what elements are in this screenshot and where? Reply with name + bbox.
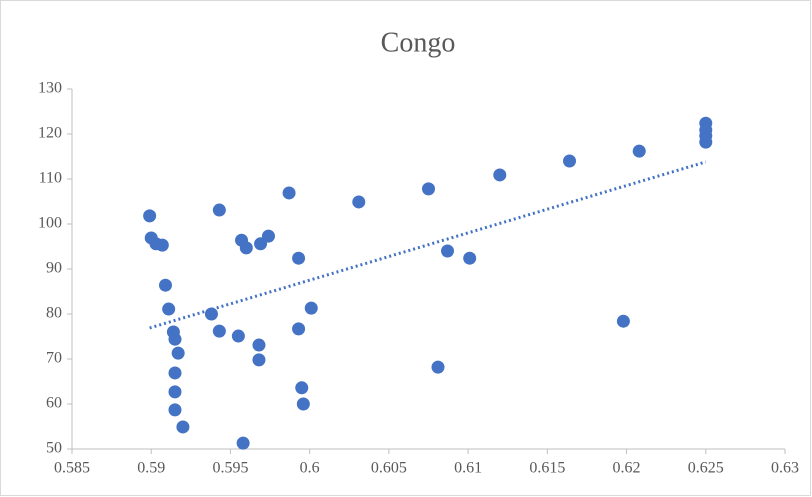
scatter-point [171, 346, 185, 360]
scatter-point [441, 244, 455, 258]
scatter-point [632, 144, 646, 158]
scatter-point [295, 381, 309, 395]
scatter-point [463, 251, 477, 265]
scatter-point [212, 324, 226, 338]
x-tick-label: 0.6 [300, 460, 320, 477]
scatter-point [292, 322, 306, 336]
y-tick-label: 70 [46, 350, 62, 367]
scatter-point [304, 301, 318, 315]
scatter-point [212, 203, 226, 217]
y-tick-label: 50 [46, 440, 62, 457]
y-tick-label: 90 [46, 260, 62, 277]
scatter-point [296, 397, 310, 411]
scatter-point [236, 436, 250, 450]
scatter-point [239, 241, 253, 255]
scatter-point [252, 353, 266, 367]
y-tick-label: 120 [38, 125, 62, 142]
scatter-point [261, 229, 275, 243]
scatter-point [143, 209, 157, 223]
x-tick-label: 0.59 [137, 460, 165, 477]
x-tick-label: 0.63 [771, 460, 799, 477]
scatter-point [158, 278, 172, 292]
scatter-point [168, 332, 182, 346]
scatter-point [616, 314, 630, 328]
x-tick-label: 0.61 [454, 460, 482, 477]
scatter-point [252, 338, 266, 352]
x-tick-label: 0.605 [371, 460, 407, 477]
scatter-point [204, 307, 218, 321]
chart-title: Congo [381, 27, 456, 58]
y-tick-label: 110 [39, 170, 62, 187]
scatter-point [162, 302, 176, 316]
y-tick-label: 60 [46, 395, 62, 412]
scatter-point [282, 186, 296, 200]
x-tick-label: 0.62 [613, 460, 641, 477]
x-tick-label: 0.595 [212, 460, 248, 477]
scatter-point [155, 238, 169, 252]
y-tick-label: 80 [46, 305, 62, 322]
y-tick-label: 100 [38, 215, 62, 232]
scatter-point [422, 182, 435, 196]
y-tick-label: 130 [38, 80, 62, 97]
scatter-point [431, 360, 445, 374]
scatter-point [168, 366, 182, 380]
x-tick-label: 0.625 [688, 460, 724, 477]
scatter-point [563, 154, 577, 168]
scatter-point [292, 251, 306, 265]
scatter-point [176, 420, 190, 434]
scatter-point [352, 195, 366, 209]
scatter-point [168, 385, 182, 399]
x-tick-label: 0.615 [529, 460, 565, 477]
scatter-point [493, 168, 507, 182]
x-tick-label: 0.585 [54, 460, 90, 477]
scatter-point [168, 403, 182, 417]
trendline [149, 160, 707, 330]
scatter-point [699, 135, 713, 149]
scatter-point [231, 329, 245, 343]
